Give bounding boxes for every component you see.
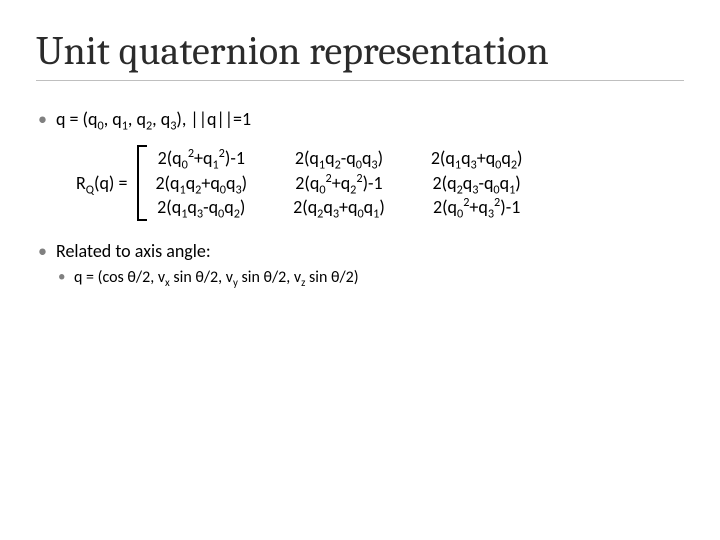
m21: 2(q1q2+q0q3) [155, 172, 247, 195]
bullet-quaternion-def: q = (q0, q1, q2, q3), ||q||=1 [36, 107, 684, 131]
bullet-axis-angle: Related to axis angle: q = (cos θ/2, vx … [36, 239, 684, 289]
bracket-left-icon [137, 145, 147, 221]
slide: Unit quaternion representation q = (q0, … [0, 0, 720, 540]
bullet-list: q = (q0, q1, q2, q3), ||q||=1 RQ(q) = 2(… [36, 107, 684, 289]
matrix-col-3: 2(q1q3+q0q2) 2(q2q3-q0q1) 2(q02+q32)-1 [431, 147, 523, 219]
sub-bullet-list: q = (cos θ/2, vx sin θ/2, vy sin θ/2, vz… [56, 267, 684, 289]
m22: 2(q02+q22)-1 [295, 172, 382, 195]
matrix-col-1: 2(q02+q12)-1 2(q1q2+q0q3) 2(q1q3-q0q2) [155, 147, 247, 219]
matrix-bracket: 2(q02+q12)-1 2(q1q2+q0q3) 2(q1q3-q0q2) 2… [137, 145, 522, 221]
matrix-lhs: RQ(q) = [76, 171, 137, 195]
m23: 2(q2q3-q0q1) [433, 172, 521, 195]
m11: 2(q02+q12)-1 [158, 147, 245, 170]
rotation-matrix: RQ(q) = 2(q02+q12)-1 2(q1q2+q0q3) 2(q1q3… [76, 145, 684, 221]
bullet-matrix-block: RQ(q) = 2(q02+q12)-1 2(q1q2+q0q3) 2(q1q3… [36, 145, 684, 221]
bullet-axis-angle-label: Related to axis angle: [56, 240, 211, 262]
slide-title: Unit quaternion representation [36, 28, 684, 81]
matrix-col-2: 2(q1q2-q0q3) 2(q02+q22)-1 2(q2q3+q0q1) [293, 147, 385, 219]
m13: 2(q1q3+q0q2) [431, 147, 523, 170]
m32: 2(q2q3+q0q1) [293, 196, 385, 219]
matrix-columns: 2(q02+q12)-1 2(q1q2+q0q3) 2(q1q3-q0q2) 2… [155, 145, 522, 221]
m12: 2(q1q2-q0q3) [295, 147, 383, 170]
slide-body: q = (q0, q1, q2, q3), ||q||=1 RQ(q) = 2(… [36, 107, 684, 289]
m31: 2(q1q3-q0q2) [157, 196, 245, 219]
m33: 2(q02+q32)-1 [433, 196, 520, 219]
sub-bullet-axis-angle-formula: q = (cos θ/2, vx sin θ/2, vy sin θ/2, vz… [56, 267, 684, 289]
